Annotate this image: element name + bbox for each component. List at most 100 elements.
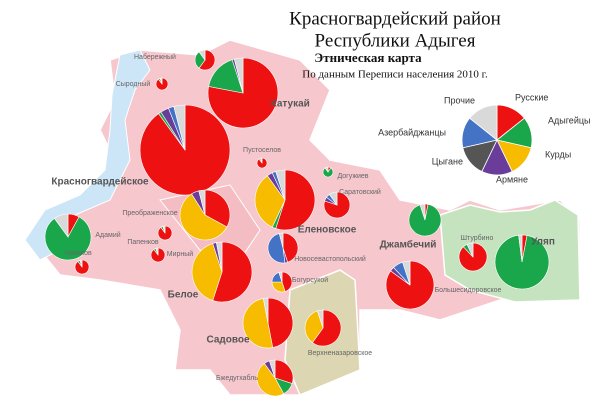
pie-slice <box>328 191 338 206</box>
settlement-label: Верхненазаровское <box>308 350 372 357</box>
settlement-pie <box>44 213 92 261</box>
settlement-pie <box>271 271 293 293</box>
source-note: По данным Переписи населения 2010 г. <box>302 69 488 81</box>
settlement-pie <box>494 234 550 290</box>
settlement-pie <box>155 77 169 91</box>
pie-slice <box>317 309 324 329</box>
pie-slice <box>155 247 159 256</box>
settlement-label: Белое <box>168 290 199 301</box>
settlement-pie <box>74 259 90 275</box>
settlement-pie <box>322 166 334 178</box>
pie-slice <box>281 271 293 292</box>
settlement-label: Догужиев <box>337 173 368 180</box>
settlement-pie <box>256 157 268 169</box>
pie-slice <box>198 49 206 61</box>
settlement-pie <box>242 297 294 349</box>
pie-slice <box>267 297 294 348</box>
settlement-label: Уляп <box>531 237 555 248</box>
settlement-label: Большесидоровское <box>435 287 502 294</box>
pie-slice <box>260 157 263 164</box>
pie-slice <box>402 260 411 286</box>
pie-slice <box>198 49 216 71</box>
settlement-label: Саратовский <box>339 188 381 196</box>
settlement-pie <box>323 191 351 219</box>
pie-slice <box>79 259 83 268</box>
pie-slice <box>304 310 324 343</box>
settlement-pie <box>157 225 173 241</box>
pie-slice <box>179 193 228 241</box>
settlement-pie <box>267 232 299 264</box>
pie-slice <box>198 189 206 216</box>
pie-slice <box>278 271 283 283</box>
settlement-pie <box>408 203 442 237</box>
settlement-pie <box>179 189 231 241</box>
settlement-label: Штурбино <box>461 234 494 242</box>
settlement-pie <box>385 260 435 310</box>
pie-slice <box>162 225 166 234</box>
settlement-pie <box>139 104 231 196</box>
pie-slice <box>173 104 186 151</box>
pie-slice <box>278 232 284 249</box>
settlement-label: Мирный <box>167 250 194 258</box>
settlement-label: Красногвардейское <box>51 177 149 188</box>
pie-slice <box>216 241 223 273</box>
settlement-label: Адамий <box>95 231 120 239</box>
settlement-label: Чумаков <box>64 250 92 257</box>
settlement-label: Садовое <box>206 335 249 346</box>
settlement-pie <box>194 49 216 71</box>
settlement-pie <box>191 241 253 303</box>
pie-slice <box>212 241 253 303</box>
pie-slice <box>191 243 223 301</box>
legend: Русские Адыгейцы Курды Армяне Цыгане Азербайд… <box>378 92 590 184</box>
pie-slice <box>274 359 294 384</box>
legend-label: Прочие <box>444 95 475 105</box>
settlement-label: Преображенское <box>122 209 177 217</box>
settlement-label: Сыродный <box>116 80 151 88</box>
legend-label: Азербайджанцы <box>378 127 446 137</box>
pie-slice <box>324 166 329 173</box>
settlement-pie <box>458 242 488 272</box>
settlement-label: Бжедугхабль <box>216 374 258 382</box>
subtitle: Республики Адыгея <box>315 30 476 51</box>
settlement-pie <box>256 359 294 397</box>
pie-slice <box>54 213 69 238</box>
pie-slice <box>267 233 286 264</box>
pie-slice <box>44 216 92 261</box>
pie-slice <box>275 169 316 231</box>
pie-slice <box>419 203 426 221</box>
title: Красногвардейский район <box>289 8 501 29</box>
pie-slice <box>275 169 286 201</box>
pie-slice <box>254 175 286 228</box>
legend-label: Курды <box>545 149 571 159</box>
settlement-label: Богурсукой <box>292 276 328 284</box>
settlement-label: Набережный <box>134 53 176 61</box>
settlement-pie <box>254 169 316 231</box>
pie-slice <box>204 189 231 228</box>
settlement-label: Новосевастопольский <box>294 255 366 263</box>
pie-slice <box>256 363 285 397</box>
pie-slice <box>282 232 299 263</box>
settlement-pie <box>150 247 166 263</box>
settlement-pie <box>304 309 342 347</box>
settlement-pie <box>207 57 279 129</box>
legend-label: Русские <box>515 92 548 102</box>
settlement-label: Папенков <box>127 239 159 246</box>
pie-slice <box>466 242 474 258</box>
pie-slice <box>518 234 523 263</box>
legend-label: Адыгейцы <box>548 115 590 125</box>
pie-slice <box>494 234 550 290</box>
legend-swatch <box>469 104 498 141</box>
pies: Набережный Сыродный Хатукай Красногвардейск… <box>44 49 555 397</box>
settlement-label: Пустоселов <box>243 147 281 154</box>
pie-slice <box>312 309 342 347</box>
legend-label: Армяне <box>496 174 528 184</box>
map-title: Этническая карта <box>314 50 422 65</box>
settlement-label: Еленовское <box>298 225 357 236</box>
pie-slice <box>408 203 442 237</box>
settlement-label: Хатукай <box>270 99 310 110</box>
pie-slice <box>242 298 274 349</box>
pie-slice <box>233 57 244 94</box>
legend-label: Цыгане <box>432 156 463 166</box>
pie-slice <box>269 359 276 379</box>
